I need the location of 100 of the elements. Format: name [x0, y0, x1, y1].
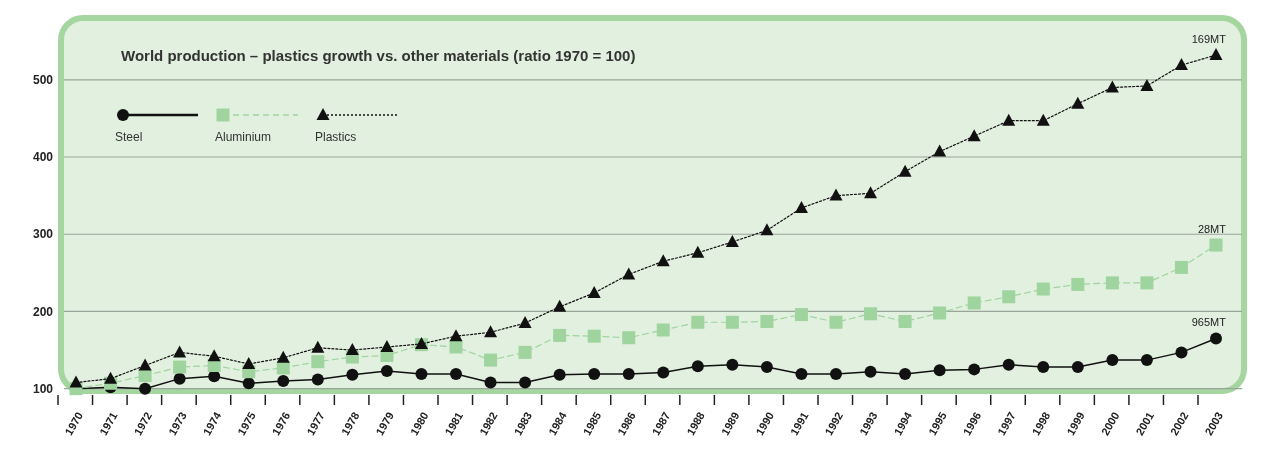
- point: [864, 365, 877, 378]
- legend-label: Steel: [115, 130, 143, 144]
- point: [346, 368, 359, 381]
- point: [242, 377, 255, 390]
- point: [622, 331, 636, 345]
- point: [898, 315, 912, 328]
- point: [519, 376, 532, 389]
- point: [967, 129, 981, 142]
- point: [173, 360, 187, 374]
- point: [553, 368, 566, 381]
- point: [553, 328, 567, 342]
- point: [518, 345, 532, 359]
- point: [622, 368, 635, 381]
- point: [794, 308, 808, 322]
- y-tick-label: 300: [32, 227, 54, 242]
- point: [1036, 282, 1050, 296]
- text: World production – plastics growth vs. other materials (ratio 1970 = 100): [121, 47, 636, 64]
- point: [656, 254, 670, 267]
- point: [104, 371, 118, 384]
- y-tick-label: 400: [32, 150, 54, 165]
- point: [450, 368, 462, 381]
- point: [1002, 113, 1016, 126]
- point: [1210, 332, 1222, 345]
- point: [588, 368, 601, 381]
- point: [484, 325, 498, 338]
- legend-label: Plastics: [315, 130, 357, 144]
- point: [1071, 277, 1085, 291]
- point: [622, 267, 636, 280]
- point: [899, 368, 912, 381]
- point: [726, 358, 739, 371]
- point: [484, 353, 498, 367]
- legend-label: Aluminium: [215, 130, 272, 144]
- point: [173, 345, 187, 358]
- point: [967, 296, 981, 310]
- point: [725, 234, 739, 247]
- point: [242, 356, 256, 369]
- point: [760, 361, 773, 374]
- point: [1175, 346, 1188, 359]
- point: [794, 200, 808, 213]
- point: [725, 315, 739, 329]
- point: [830, 368, 842, 381]
- point: [829, 188, 843, 201]
- point: [311, 355, 325, 369]
- point: [587, 329, 601, 343]
- point: [207, 349, 221, 362]
- point: [276, 350, 290, 363]
- point: [69, 375, 83, 388]
- point: [449, 329, 463, 342]
- point: [933, 144, 947, 157]
- point: [1140, 276, 1154, 290]
- point: [898, 164, 912, 177]
- point: [138, 358, 152, 371]
- point: [829, 315, 843, 329]
- annotation: 169MT: [1191, 33, 1227, 46]
- y-tick-label: 100: [32, 381, 54, 396]
- point: [415, 368, 428, 381]
- point: [449, 340, 463, 354]
- point: [968, 363, 981, 376]
- point: [380, 364, 393, 377]
- point: [691, 245, 705, 258]
- y-tick-label: 500: [32, 72, 54, 87]
- point: [1071, 96, 1085, 109]
- point: [657, 366, 670, 379]
- point: [311, 340, 325, 353]
- point: [1106, 354, 1119, 367]
- point: [1002, 358, 1015, 371]
- point: [691, 315, 705, 329]
- point: [1209, 238, 1223, 252]
- point: [760, 315, 774, 328]
- point: [760, 223, 774, 236]
- point: [1105, 80, 1119, 93]
- point: [1037, 361, 1050, 374]
- y-tick-label: 200: [32, 304, 54, 319]
- point: [345, 343, 359, 356]
- point: [795, 368, 808, 381]
- point: [864, 307, 878, 321]
- point: [1209, 48, 1223, 61]
- point: [1174, 260, 1188, 274]
- point: [277, 374, 290, 387]
- point: [587, 285, 601, 298]
- point: [1105, 276, 1119, 290]
- point: [656, 323, 670, 337]
- point: [1071, 361, 1084, 374]
- annotation: 965MT: [1191, 316, 1227, 329]
- point: [380, 339, 394, 352]
- point: [518, 316, 532, 329]
- point: [1140, 78, 1154, 91]
- point: [173, 372, 186, 385]
- point: [933, 306, 947, 320]
- point: [1002, 290, 1016, 304]
- point: [484, 376, 497, 389]
- point: [933, 364, 946, 377]
- point: [691, 360, 704, 373]
- point: [1174, 58, 1188, 71]
- point: [553, 299, 567, 312]
- point: [311, 373, 324, 386]
- point: [1036, 113, 1050, 126]
- point: [864, 186, 878, 199]
- annotation: 28MT: [1197, 223, 1227, 236]
- point: [139, 382, 152, 395]
